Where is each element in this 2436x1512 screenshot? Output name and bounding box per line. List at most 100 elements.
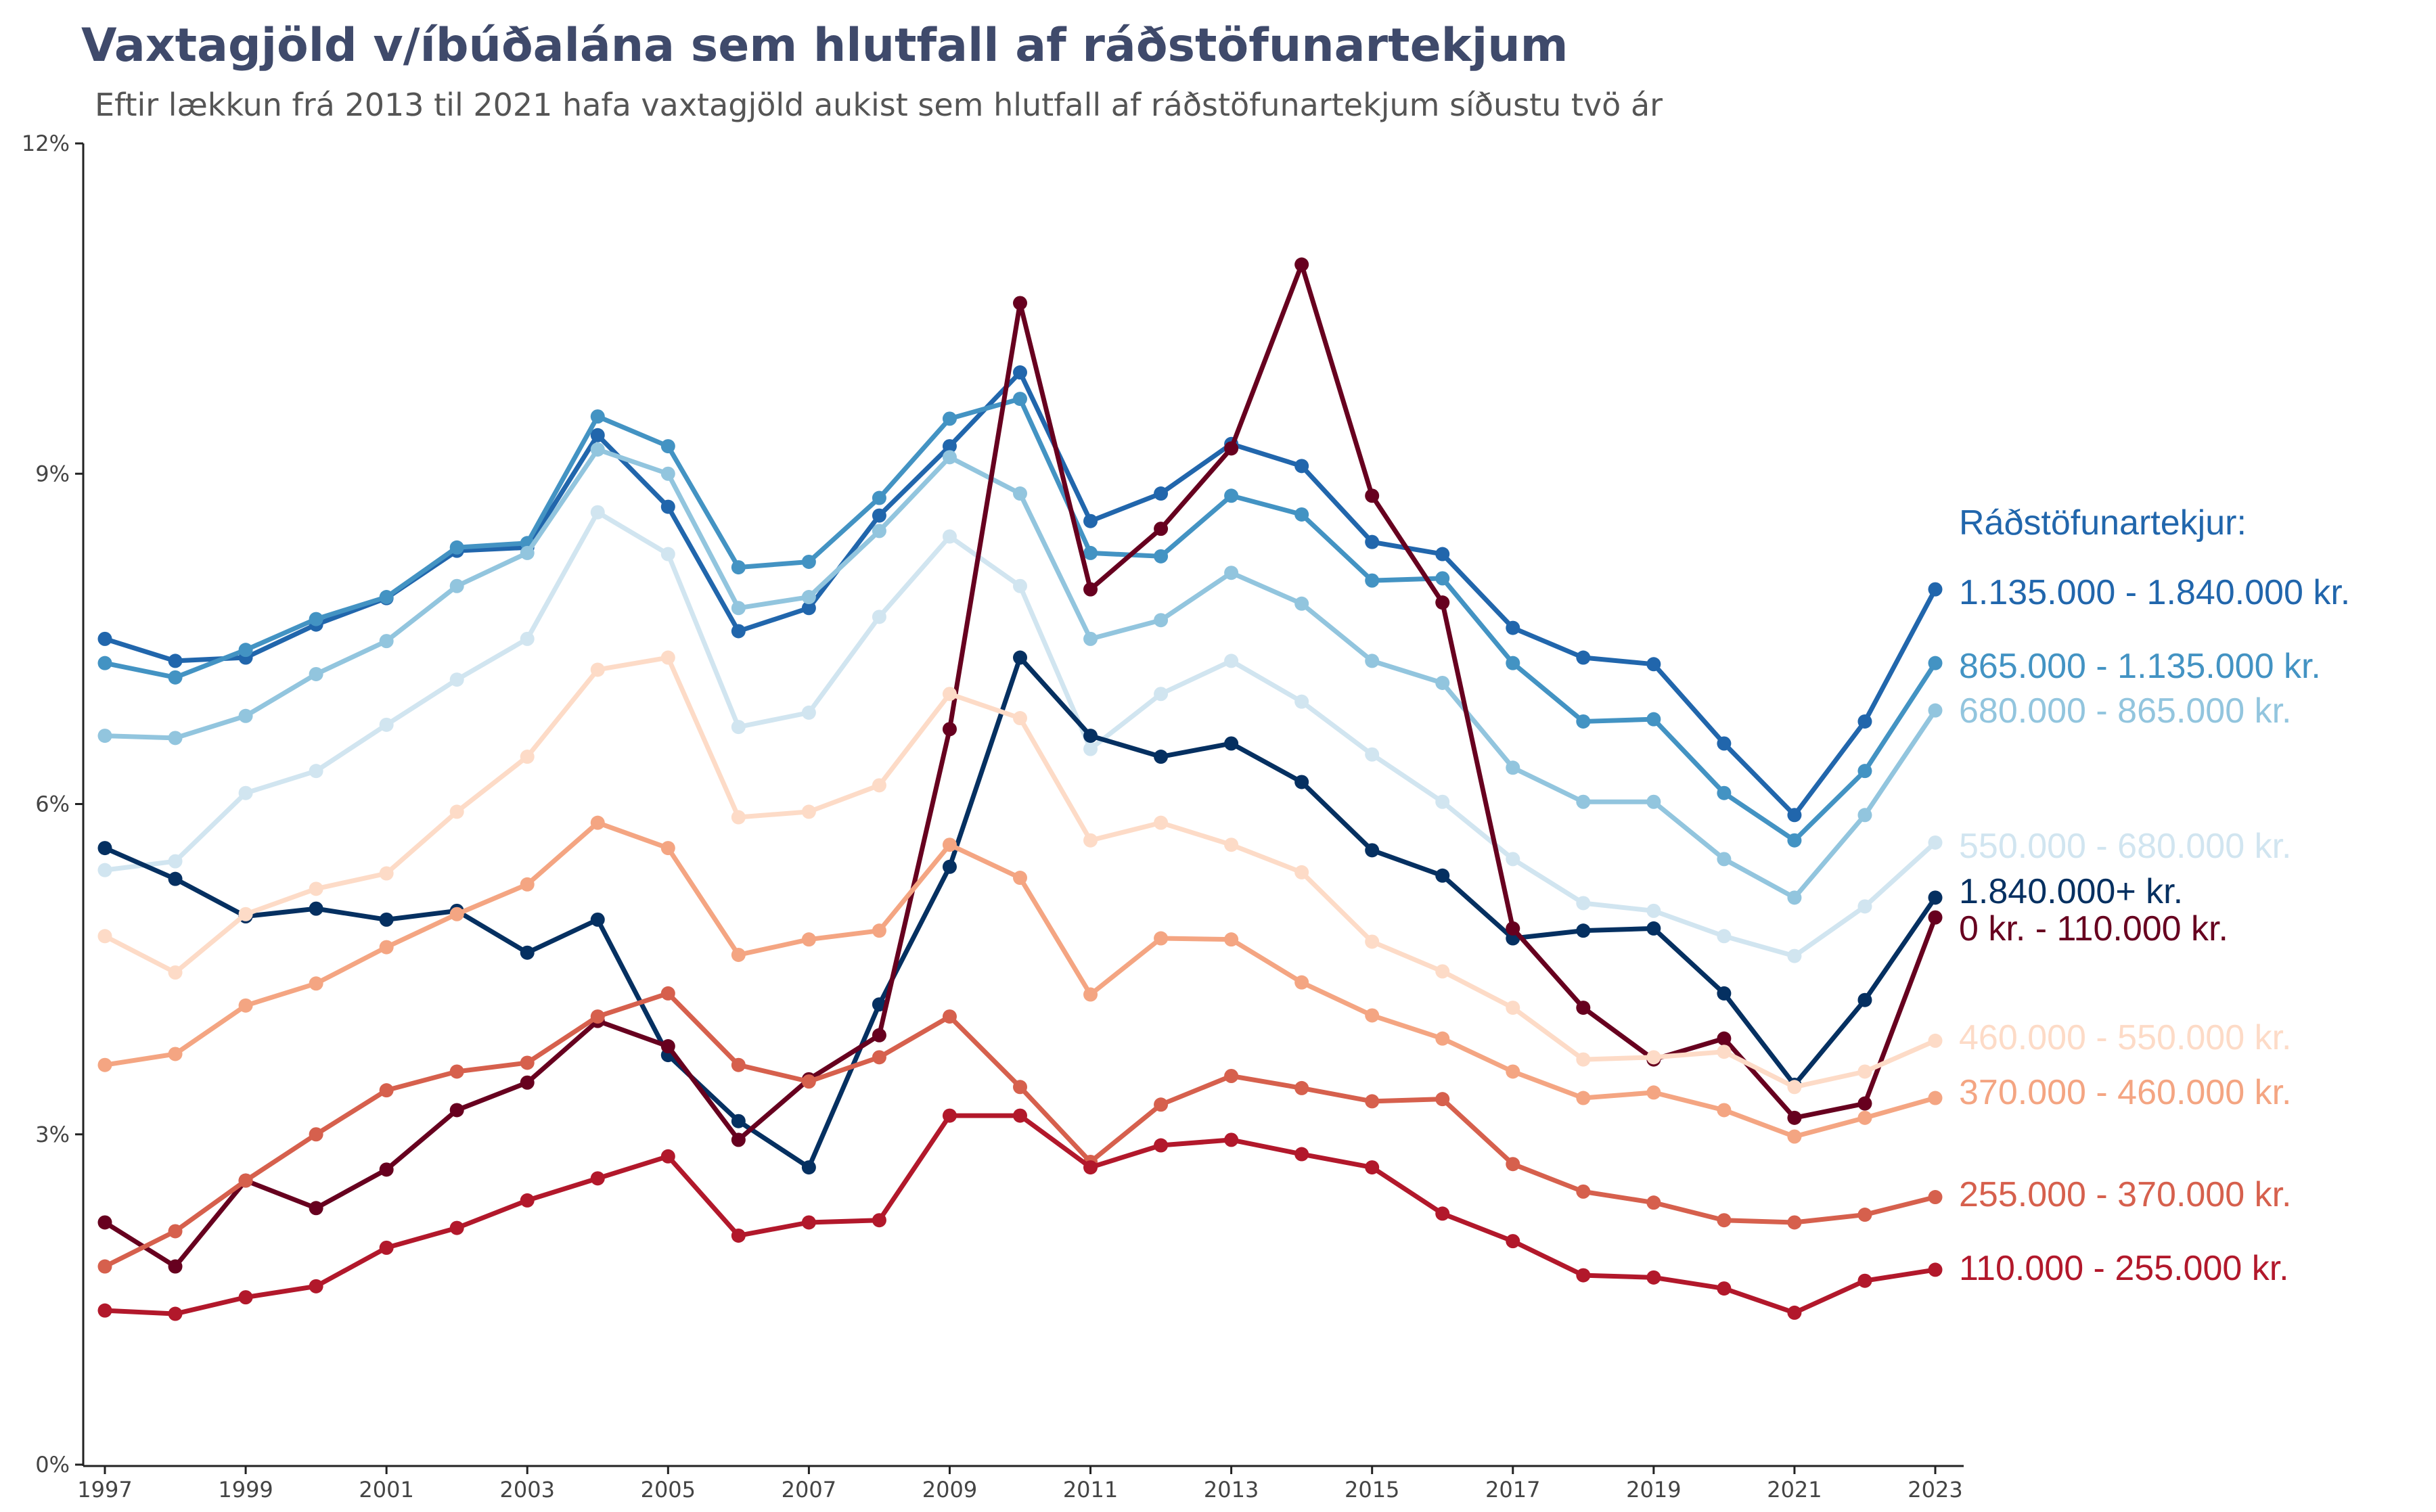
data-point: [1435, 595, 1450, 610]
data-point: [942, 687, 957, 702]
data-point: [731, 947, 746, 962]
data-point: [1365, 934, 1380, 949]
data-point: [1717, 736, 1732, 751]
data-point: [1154, 815, 1169, 830]
data-point: [1506, 620, 1520, 635]
data-point: [1787, 1110, 1802, 1125]
series-label: 1.840.000+ kr.: [1959, 872, 2183, 911]
data-point: [1013, 578, 1027, 593]
data-point: [379, 1162, 394, 1177]
data-point: [731, 810, 746, 825]
data-point: [872, 490, 886, 505]
x-tick-label: 2023: [1908, 1477, 1962, 1503]
data-point: [97, 631, 112, 646]
data-point: [449, 1064, 464, 1079]
data-point: [872, 997, 886, 1012]
data-point: [731, 720, 746, 735]
data-point: [1717, 1103, 1732, 1118]
data-point: [1013, 650, 1027, 665]
data-point: [590, 1171, 605, 1186]
data-point: [1506, 760, 1520, 775]
data-point: [1013, 711, 1027, 726]
data-point: [872, 1213, 886, 1228]
data-point: [168, 854, 183, 869]
data-point: [1435, 675, 1450, 690]
data-point: [520, 631, 535, 646]
data-point: [1435, 547, 1450, 562]
data-point: [942, 1009, 957, 1024]
data-point: [1083, 513, 1098, 528]
data-point: [97, 1259, 112, 1274]
data-point: [1083, 741, 1098, 756]
data-point: [379, 866, 394, 881]
series-label: 255.000 - 370.000 kr.: [1959, 1175, 2292, 1214]
data-point: [872, 1028, 886, 1043]
data-point: [1224, 932, 1239, 947]
series: [97, 1108, 1943, 1321]
data-point: [660, 547, 675, 562]
data-point: [1013, 1108, 1027, 1123]
series-line: [102, 1113, 1938, 1316]
data-point: [660, 650, 675, 665]
data-point: [1787, 1080, 1802, 1095]
data-point: [1928, 1033, 1943, 1048]
data-point: [942, 838, 957, 852]
chart-axes: 0% 3% 6% 9% 12% 1997 1999 2001 2003 2005 2007 2009 2…: [22, 131, 1964, 1503]
data-point: [1646, 1270, 1661, 1285]
data-point: [1083, 833, 1098, 848]
data-point: [1154, 687, 1169, 702]
data-point: [309, 764, 323, 779]
data-point: [1013, 296, 1027, 311]
series: [97, 815, 1943, 1144]
data-point: [1646, 657, 1661, 672]
data-point: [731, 1132, 746, 1147]
data-point: [660, 466, 675, 481]
series: [97, 650, 1943, 1175]
data-point: [1435, 1031, 1450, 1046]
data-point: [801, 601, 816, 616]
series: [97, 505, 1943, 963]
data-point: [590, 409, 605, 424]
series: [97, 986, 1943, 1274]
data-point: [1928, 1262, 1943, 1277]
data-point: [660, 1149, 675, 1164]
data-point: [1365, 654, 1380, 668]
data-point: [309, 1279, 323, 1293]
data-point: [801, 554, 816, 569]
data-point: [1576, 714, 1591, 729]
data-point: [1365, 534, 1380, 549]
data-point: [942, 1108, 957, 1123]
data-point: [660, 439, 675, 454]
data-point: [1857, 714, 1872, 729]
data-point: [1083, 631, 1098, 646]
data-point: [379, 1083, 394, 1098]
data-point: [379, 1240, 394, 1255]
data-point: [1928, 1190, 1943, 1205]
data-point: [168, 1259, 183, 1274]
data-point: [1576, 1052, 1591, 1067]
data-point: [1083, 729, 1098, 743]
series: [97, 650, 1943, 1095]
data-point: [520, 750, 535, 764]
data-point: [1576, 1184, 1591, 1199]
data-point: [1576, 794, 1591, 809]
data-point: [1787, 1129, 1802, 1144]
data-point: [1928, 582, 1943, 597]
data-point: [238, 907, 253, 921]
data-point: [1857, 1208, 1872, 1222]
data-point: [1646, 903, 1661, 918]
data-point: [97, 1215, 112, 1230]
data-point: [520, 545, 535, 560]
x-tick-label: 2019: [1626, 1477, 1681, 1503]
data-point: [1154, 750, 1169, 764]
data-point: [238, 643, 253, 658]
data-point: [379, 912, 394, 927]
legend-title: Ráðstöfunartekjur:: [1959, 503, 2247, 543]
data-point: [801, 590, 816, 605]
series-line: [102, 990, 1938, 1269]
data-point: [449, 1220, 464, 1235]
data-point: [1365, 573, 1380, 588]
data-point: [1717, 785, 1732, 800]
data-point: [1154, 1097, 1169, 1112]
data-point: [942, 529, 957, 544]
